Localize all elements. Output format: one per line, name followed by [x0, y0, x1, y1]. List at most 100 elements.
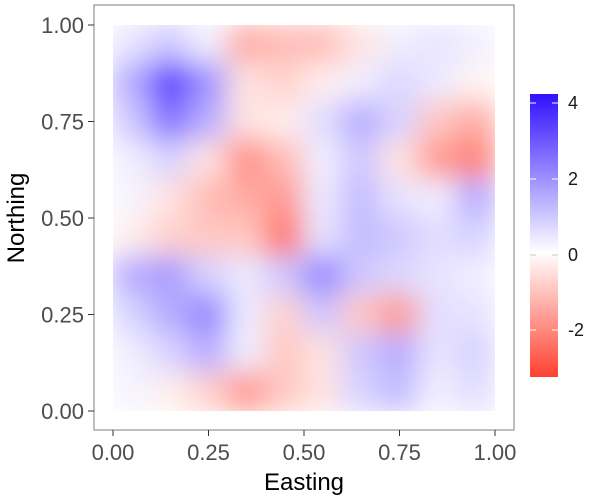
heatmap-cell — [150, 371, 191, 411]
heatmap-cell — [417, 255, 458, 297]
heatmap-cell — [226, 62, 267, 104]
heatmap-cell — [264, 62, 305, 104]
heatmap-cell — [455, 101, 495, 142]
heatmap-cell — [150, 217, 191, 258]
heatmap-cell — [455, 62, 495, 104]
heatmap-cell — [455, 332, 495, 374]
colorbar-label-neg2: -2 — [568, 320, 584, 340]
heatmap-cell — [303, 178, 344, 219]
x-tick-label-2: 0.50 — [283, 440, 326, 465]
y-tick-label-0: 0.00 — [41, 399, 84, 424]
colorbar-label-4: 4 — [568, 93, 578, 113]
heatmap-cell — [379, 25, 420, 65]
heatmap-cell — [113, 178, 153, 219]
heatmap-cell — [417, 62, 458, 104]
heatmap-cell — [303, 139, 344, 181]
heatmap-cell — [226, 371, 267, 411]
heatmap-cell — [303, 101, 344, 142]
heatmap-cell — [303, 332, 344, 374]
heatmap-raster — [113, 25, 495, 411]
heatmap-cell — [341, 178, 382, 219]
heatmap-cell — [226, 25, 267, 65]
heatmap-cell — [150, 25, 191, 65]
heatmap-cell — [455, 255, 495, 297]
heatmap-cell — [341, 139, 382, 181]
heatmap-cell — [226, 178, 267, 219]
y-tick-label-3: 0.75 — [41, 110, 84, 135]
heatmap-cell — [341, 101, 382, 142]
heatmap-cell — [417, 217, 458, 258]
heatmap-cell — [150, 255, 191, 297]
heatmap-cell — [341, 217, 382, 258]
y-axis: 0.00 0.25 0.50 0.75 1.00 — [41, 13, 94, 424]
y-axis-title: Northing — [3, 173, 30, 264]
heatmap-cell — [188, 371, 229, 411]
heatmap-cell — [455, 139, 495, 181]
heatmap-cell — [379, 178, 420, 219]
heatmap-cell — [113, 217, 153, 258]
heatmap-cell — [113, 62, 153, 104]
heatmap-cell — [341, 294, 382, 335]
heatmap-cell — [188, 178, 229, 219]
heatmap-cell — [226, 101, 267, 142]
heatmap-cell — [455, 217, 495, 258]
heatmap-cell — [264, 101, 305, 142]
heatmap-cell — [379, 139, 420, 181]
colorbar-legend: 4 2 0 -2 — [530, 93, 584, 377]
heatmap-cell — [455, 294, 495, 335]
heatmap-cell — [264, 294, 305, 335]
heatmap-cell — [150, 62, 191, 104]
heatmap-cell — [113, 294, 153, 335]
heatmap-cell — [188, 217, 229, 258]
heatmap-cell — [303, 294, 344, 335]
heatmap-cell — [379, 217, 420, 258]
heatmap-cell — [188, 332, 229, 374]
heatmap-cell — [264, 139, 305, 181]
heatmap-cell — [303, 217, 344, 258]
heatmap-cell — [303, 25, 344, 65]
heatmap-cell — [417, 139, 458, 181]
heatmap-cell — [455, 25, 495, 65]
y-tick-label-2: 0.50 — [41, 206, 84, 231]
heatmap-cell — [341, 62, 382, 104]
heatmap-cell — [341, 25, 382, 65]
heatmap-cell — [341, 255, 382, 297]
heatmap-cell — [113, 139, 153, 181]
heatmap-cell — [113, 255, 153, 297]
x-axis: 0.00 0.25 0.50 0.75 1.00 — [92, 430, 516, 465]
heatmap-cell — [113, 371, 153, 411]
heatmap-cell — [417, 294, 458, 335]
heatmap-cell — [379, 371, 420, 411]
x-tick-label-1: 0.25 — [187, 440, 230, 465]
heatmap-cell — [113, 25, 153, 65]
heatmap-cell — [264, 371, 305, 411]
heatmap-cell — [417, 332, 458, 374]
heatmap-cell — [379, 255, 420, 297]
heatmap-cell — [226, 217, 267, 258]
heatmap-cell — [226, 332, 267, 374]
x-tick-label-0: 0.00 — [92, 440, 135, 465]
heatmap-cell — [303, 371, 344, 411]
heatmap-cell — [150, 332, 191, 374]
heatmap-cell — [264, 255, 305, 297]
colorbar — [530, 94, 558, 377]
heatmap-cell — [226, 255, 267, 297]
heatmap-cell — [417, 178, 458, 219]
heatmap-cell — [303, 62, 344, 104]
y-tick-label-1: 0.25 — [41, 303, 84, 328]
heatmap-cell — [379, 294, 420, 335]
heatmap-cell — [264, 178, 305, 219]
heatmap-cell — [188, 294, 229, 335]
heatmap-cell — [455, 178, 495, 219]
heatmap-cell — [341, 332, 382, 374]
heatmap-cell — [341, 371, 382, 411]
heatmap-cell — [417, 25, 458, 65]
heatmap-cell — [113, 332, 153, 374]
heatmap-cell — [188, 255, 229, 297]
colorbar-label-2: 2 — [568, 169, 578, 189]
heatmap-cell — [150, 178, 191, 219]
heatmap-cell — [379, 332, 420, 374]
x-axis-title: Easting — [264, 469, 344, 496]
heatmap-cell — [150, 101, 191, 142]
